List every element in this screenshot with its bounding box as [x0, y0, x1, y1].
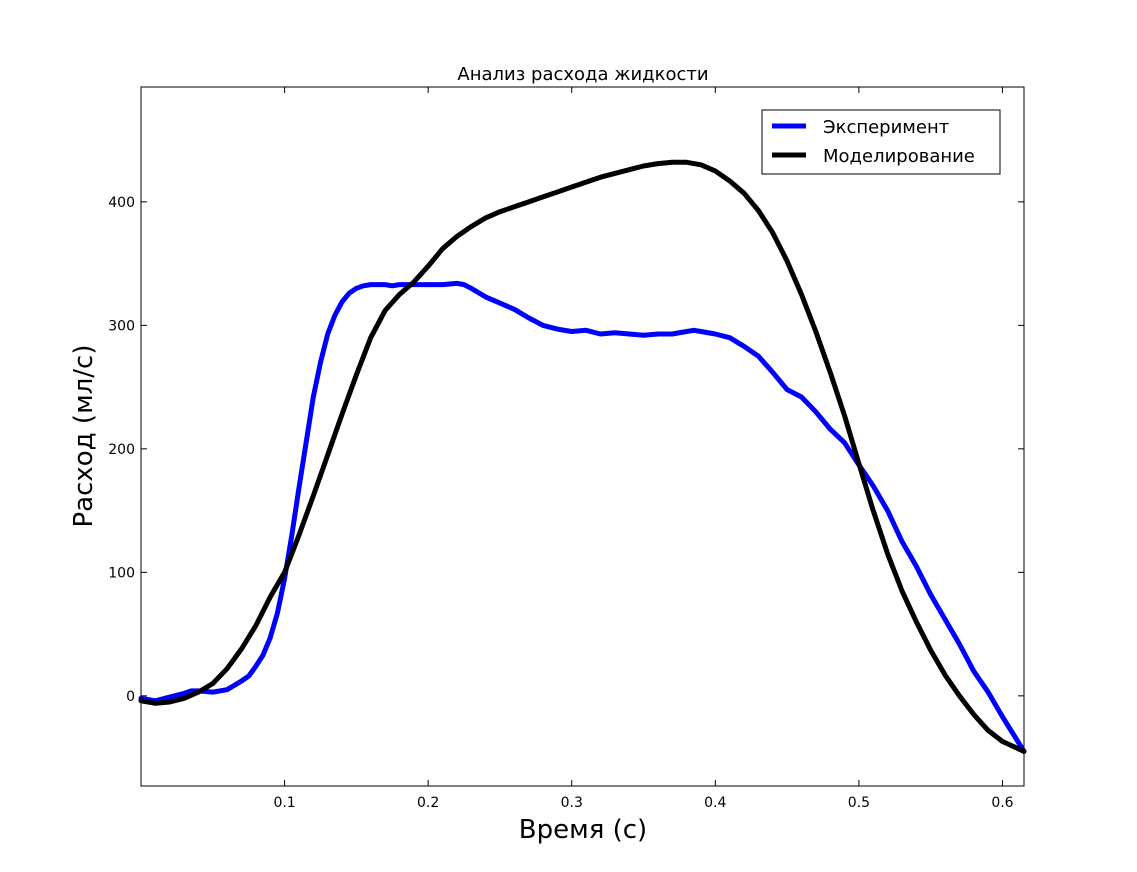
simulation-series-line — [138, 159, 1027, 754]
plot-frame — [140, 86, 1025, 787]
x-tick-label: 0.5 — [848, 795, 870, 811]
x-axis-label: Время (с) — [519, 815, 647, 845]
y-tick-label: 0 — [126, 689, 135, 705]
x-tick-label: 0.1 — [273, 795, 295, 811]
tick-layer: 0.1 0.2 0.3 0.4 0.5 0.6 0 100 200 300 400 — [108, 87, 1024, 811]
y-tick-label: 200 — [108, 442, 135, 458]
x-tick-label: 0.4 — [704, 795, 726, 811]
legend-label-experiment: Эксперимент — [823, 117, 949, 138]
y-tick-label: 100 — [108, 565, 135, 581]
y-tick-label: 400 — [108, 195, 135, 211]
experiment-series-line — [138, 280, 1027, 754]
y-tick-label: 300 — [108, 318, 135, 334]
y-axis-label: Расход (мл/с) — [69, 344, 99, 527]
legend-frame — [761, 109, 1001, 175]
series-layer — [138, 159, 1027, 754]
x-tick-label: 0.2 — [417, 795, 439, 811]
chart-title: Анализ расхода жидкости — [457, 64, 708, 85]
x-tick-label: 0.6 — [991, 795, 1013, 811]
x-tick-label: 0.3 — [561, 795, 583, 811]
legend: Эксперимент Моделирование — [761, 109, 1001, 175]
legend-label-simulation: Моделирование — [823, 146, 975, 167]
